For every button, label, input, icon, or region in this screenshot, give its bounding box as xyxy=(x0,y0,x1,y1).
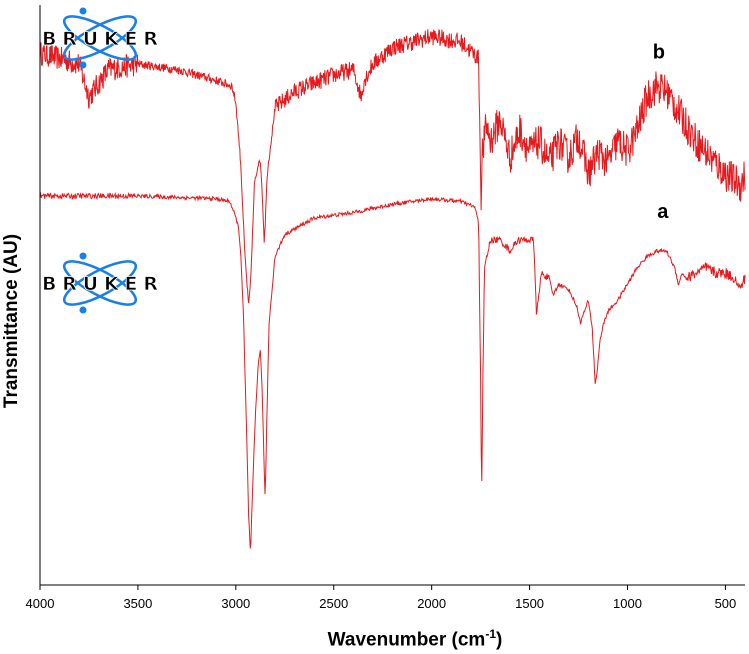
x-axis-ticks: 4000 3500 3000 2500 2000 1500 1000 500 xyxy=(26,585,737,611)
x-axis-label-text: Wavenumber (cm xyxy=(327,629,486,651)
x-tick-label: 1500 xyxy=(515,596,544,611)
x-tick-label: 500 xyxy=(715,596,737,611)
x-axis-label-superscript: -1 xyxy=(485,627,496,641)
x-tick-label: 3000 xyxy=(221,596,250,611)
x-tick-label: 3500 xyxy=(123,596,152,611)
bruker-logo: BRUKER xyxy=(42,252,159,314)
x-axis-label: Wavenumber (cm-1) xyxy=(290,627,540,651)
series-line-a xyxy=(39,191,746,549)
x-tick-label: 2500 xyxy=(319,596,348,611)
series-label-a: a xyxy=(657,201,669,223)
spectrum-lines xyxy=(39,29,746,549)
bruker-logo-text: BRUKER xyxy=(42,273,158,295)
x-axis-label-end: ) xyxy=(496,629,503,651)
x-tick-label: 2000 xyxy=(417,596,446,611)
series-labels: ba xyxy=(653,42,669,224)
series-label-b: b xyxy=(653,42,665,64)
y-axis-label: Transmittance (AU) xyxy=(1,233,22,409)
bruker-logo-text: BRUKER xyxy=(42,28,158,50)
x-tick-label: 1000 xyxy=(613,596,642,611)
bruker-logos: BRUKER BRUKER xyxy=(42,7,159,314)
series-line-b xyxy=(39,29,746,304)
x-tick-label: 4000 xyxy=(26,596,55,611)
